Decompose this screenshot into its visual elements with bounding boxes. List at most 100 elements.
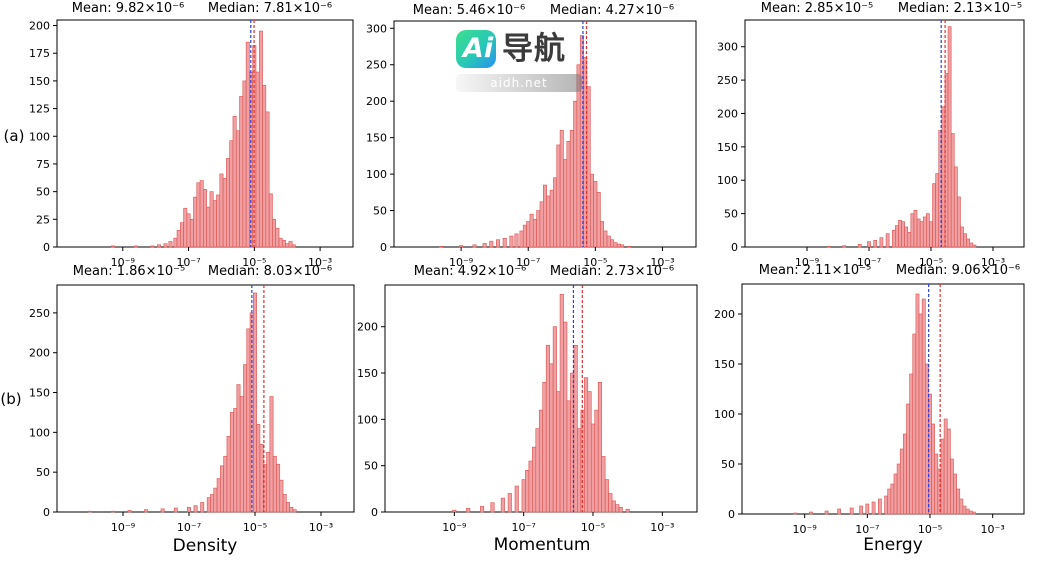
- y-tick-label: 150: [717, 141, 738, 154]
- histogram-bar: [943, 418, 948, 515]
- median-label: Median: 8.03×10⁻⁶: [208, 264, 332, 279]
- histogram-bar: [480, 506, 485, 513]
- histogram-bar: [173, 237, 178, 248]
- histogram-bar: [966, 238, 971, 248]
- mean-label: Mean: 5.46×10⁻⁶: [413, 3, 525, 18]
- histogram-bar: [236, 384, 241, 513]
- histogram-bar: [865, 503, 870, 515]
- histogram-bar: [969, 242, 974, 248]
- histogram-bar: [514, 233, 519, 248]
- histogram-bar: [940, 438, 945, 515]
- x-tick-label: 10⁻⁹: [793, 523, 817, 536]
- x-tick-label: 10⁻⁵: [581, 521, 605, 534]
- y-tick-label: 100: [366, 168, 387, 181]
- watermark: Ai 导航 aidh.net: [456, 28, 582, 94]
- y-tick-label: 150: [29, 75, 50, 88]
- histogram-bar: [206, 497, 211, 513]
- histogram-bar: [971, 511, 976, 515]
- row-label-b: (b): [0, 390, 21, 408]
- axes-frame: [56, 284, 355, 513]
- histogram-bar: [618, 507, 623, 513]
- histogram-bar: [913, 209, 918, 248]
- watermark-name: 导航: [502, 31, 566, 67]
- y-tick-label: 100: [357, 413, 378, 426]
- histogram-bar: [946, 428, 951, 515]
- histogram-bar: [209, 191, 214, 248]
- x-tick-label: 10⁻⁹: [795, 256, 819, 269]
- histogram-bar: [563, 159, 568, 248]
- median-label: Median: 4.27×10⁻⁶: [550, 3, 674, 18]
- histogram-bar: [957, 196, 961, 248]
- histogram-bar: [895, 225, 899, 248]
- histogram-bar: [127, 510, 132, 513]
- y-tick-label: 25: [36, 213, 50, 226]
- y-tick-label: 200: [29, 347, 50, 360]
- panel-b-density: 0 50 100 150 200 250 10⁻⁹ 10⁻⁷ 10⁻⁵ 10⁻³ Mean: 1.8…: [29, 264, 355, 534]
- histogram-bar: [268, 193, 273, 248]
- histogram-bar: [543, 184, 547, 248]
- histogram-bar: [959, 498, 964, 515]
- histogram-bar: [281, 240, 286, 248]
- histogram-bar: [606, 235, 611, 248]
- histogram-bar: [203, 189, 207, 248]
- x-tick-label: 10⁻³: [650, 256, 674, 269]
- y-tick-label: 150: [714, 358, 735, 371]
- histogram-bar: [266, 451, 271, 513]
- y-tick-label: 200: [717, 107, 738, 120]
- histogram-bar: [615, 504, 620, 513]
- histogram-bar: [963, 233, 967, 248]
- histogram-bar: [549, 189, 554, 248]
- histogram-bar: [941, 106, 946, 248]
- column-label-momentum: Momentum: [494, 535, 591, 555]
- histogram-bar: [625, 508, 630, 513]
- histogram-bar: [899, 448, 904, 515]
- histogram-bar: [563, 321, 568, 513]
- histogram-bar: [278, 237, 283, 248]
- histogram-bar: [239, 96, 244, 248]
- y-tick-label: 300: [717, 41, 738, 54]
- y-tick-label: 200: [29, 20, 50, 33]
- histogram-bar: [243, 364, 248, 513]
- histogram-bar: [546, 195, 551, 248]
- histogram-bar: [921, 298, 926, 515]
- histogram-bar: [604, 479, 609, 513]
- x-tick-label: 10⁻⁷: [176, 256, 200, 269]
- histogram-bar: [849, 507, 854, 515]
- histogram-bar: [160, 508, 165, 513]
- histogram-bar: [909, 373, 914, 515]
- histogram-bar: [528, 460, 533, 513]
- histogram-bar: [536, 210, 541, 248]
- x-tick-label: 10⁻⁹: [449, 256, 473, 269]
- histogram-bar: [285, 243, 290, 248]
- histogram-bar: [594, 409, 599, 513]
- histogram-bar: [521, 479, 526, 513]
- histogram-bar: [873, 240, 878, 248]
- histogram-bar: [907, 232, 912, 248]
- histogram-bar: [553, 177, 558, 248]
- histogram-bar: [246, 328, 251, 513]
- histogram-bar: [826, 246, 831, 248]
- histogram-bar: [193, 196, 198, 248]
- histogram-bar: [133, 245, 138, 248]
- histogram-bar: [924, 363, 929, 515]
- histogram-bar: [596, 192, 601, 248]
- histogram-bar: [269, 396, 274, 513]
- histogram-bar: [545, 344, 550, 513]
- histogram-bar: [950, 458, 954, 515]
- histogram-bar: [276, 463, 281, 513]
- x-tick-label: 10⁻³: [308, 256, 332, 269]
- histogram-bar: [885, 233, 890, 248]
- histogram-bar: [539, 201, 544, 248]
- y-tick-label: 200: [366, 95, 387, 108]
- y-tick-label: 75: [36, 158, 50, 171]
- y-tick-label: 125: [29, 103, 50, 116]
- median-label: Median: 9.06×10⁻⁶: [896, 263, 1020, 278]
- histogram-bar: [245, 41, 250, 248]
- y-tick-label: 50: [373, 205, 387, 218]
- x-tick-label: 10⁻³: [981, 256, 1005, 269]
- histogram-bar: [608, 493, 613, 513]
- y-tick-label: 50: [724, 208, 738, 221]
- histogram-bar: [490, 502, 495, 513]
- histogram-bar: [597, 381, 602, 513]
